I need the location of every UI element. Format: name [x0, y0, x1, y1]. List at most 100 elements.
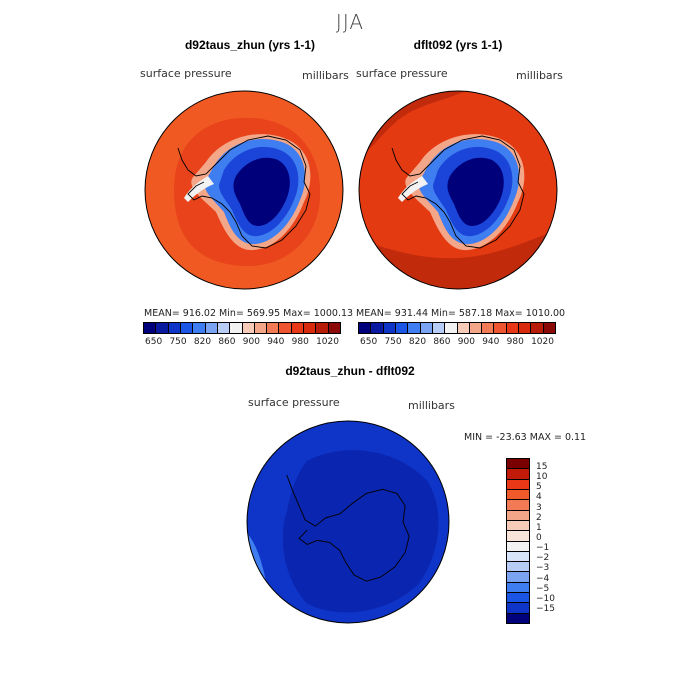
diff-coastline	[286, 474, 410, 582]
figure-title: JJA	[335, 10, 365, 34]
diff-colorbar-swatch	[507, 500, 529, 511]
panel1-ice-core	[233, 157, 290, 226]
panel2-units-label: millibars	[516, 69, 563, 82]
diff-colorbar-swatch	[507, 469, 529, 480]
colorbar-tick-label: 980	[506, 337, 524, 347]
panel2-colorbar: 650 750 820 860 900 940 980 1020	[358, 322, 556, 347]
diff-colorbar-tick-label: −10	[536, 593, 555, 604]
colorbar-swatch	[254, 323, 268, 333]
diff-colorbar-tick-label: 10	[536, 472, 548, 483]
diff-colorbar-tick-label: 0	[536, 532, 542, 543]
colorbar-swatch	[445, 323, 458, 333]
colorbar-swatch	[469, 323, 483, 333]
diff-panel-stats: MIN = -23.63 MAX = 0.11	[464, 432, 587, 443]
colorbar-swatch	[144, 323, 157, 333]
diff-colorbar-tick-label: 5	[536, 482, 542, 493]
panel1-units-label: millibars	[302, 69, 349, 82]
colorbar-swatch	[267, 323, 280, 333]
panel2-coastline	[391, 135, 525, 249]
diff-panel-units-label: millibars	[408, 399, 455, 412]
diff-colorbar-tick-label: −2	[536, 553, 550, 564]
panel1-peninsula	[184, 176, 214, 202]
diff-colorbar	[506, 458, 530, 624]
panel2-peninsula	[398, 176, 428, 202]
colorbar-tick-label: 650	[360, 337, 378, 347]
colorbar-tick-label: 820	[193, 337, 212, 347]
diff-colorbar-tick-label: −15	[536, 603, 555, 614]
panel2-variable-label: surface pressure	[356, 67, 448, 80]
colorbar-swatch	[482, 323, 495, 333]
colorbar-tick-label: 1020	[531, 337, 554, 347]
colorbar-tick-label: 900	[457, 337, 475, 347]
colorbar-tick-label: 900	[242, 337, 260, 347]
colorbar-swatch	[395, 323, 409, 333]
diff-colorbar-swatch	[507, 479, 529, 490]
diff-colorbar-swatch	[507, 562, 529, 573]
colorbar-tick-label: 940	[267, 337, 285, 347]
colorbar-swatch	[383, 323, 396, 333]
panel1-title: d92taus_zhun (yrs 1-1)	[184, 38, 316, 52]
colorbar-swatch	[420, 323, 433, 333]
panel1-colorbar: 650 750 820 860 900 940 980 1020	[143, 322, 341, 347]
colorbar-swatch	[506, 323, 520, 333]
diff-panel-map	[246, 420, 450, 624]
diff-colorbar-swatch	[507, 520, 529, 532]
diff-colorbar-swatch	[507, 489, 529, 501]
diff-colorbar-tick-label: −4	[536, 573, 550, 584]
colorbar-swatch	[156, 323, 169, 333]
colorbar-swatch	[371, 323, 384, 333]
colorbar-swatch	[457, 323, 470, 333]
diff-colorbar-swatch	[507, 551, 529, 563]
colorbar-tick-label: 650	[145, 337, 163, 347]
diff-colorbar-tick-label: 15	[536, 462, 548, 472]
panel2-map	[358, 90, 558, 290]
panel1-coastline	[177, 135, 311, 249]
colorbar-swatch	[205, 323, 218, 333]
colorbar-swatch	[230, 323, 243, 333]
colorbar-tick-label: 940	[482, 337, 500, 347]
diff-colorbar-swatch	[507, 613, 529, 623]
colorbar-tick-label: 820	[408, 337, 427, 347]
diff-panel-variable-label: surface pressure	[248, 396, 340, 409]
diff-dark-region	[282, 450, 439, 613]
colorbar-swatch	[180, 323, 194, 333]
colorbar-tick-label: 860	[433, 337, 451, 347]
panel1-map	[144, 90, 344, 290]
diff-colorbar-swatch	[507, 593, 529, 604]
panel2-title: dflt092 (yrs 1-1)	[413, 38, 503, 52]
diff-colorbar-ticks: 15 10 5 4 3 2 1 0 −1 −2 −3 −4 −5 −10 −15	[536, 462, 555, 614]
panel1-variable-label: surface pressure	[140, 67, 232, 80]
diff-colorbar-swatch	[507, 541, 529, 552]
diff-colorbar-tick-label: 1	[536, 522, 542, 533]
diff-colorbar-tick-label: 2	[536, 512, 542, 523]
colorbar-swatch	[168, 323, 181, 333]
colorbar-tick-label: 980	[291, 337, 309, 347]
colorbar-swatch	[242, 323, 255, 333]
diff-colorbar-swatch	[507, 531, 529, 542]
colorbar-tick-label: 750	[384, 337, 402, 347]
colorbar-tick-label: 1020	[316, 337, 339, 347]
diff-colorbar-tick-label: −5	[536, 583, 550, 594]
colorbar-swatch	[432, 323, 446, 333]
diff-colorbar-swatch	[507, 603, 529, 614]
panel2-ice-core	[447, 157, 504, 226]
diff-panel-title: d92taus_zhun - dflt092	[285, 364, 415, 378]
diff-colorbar-tick-label: −1	[536, 543, 550, 554]
colorbar-swatch	[328, 323, 340, 333]
colorbar-swatch	[193, 323, 206, 333]
colorbar-swatch	[519, 323, 532, 333]
panel1-stats: MEAN= 916.02 Min= 569.95 Max= 1000.13	[144, 308, 354, 319]
panel2-stats: MEAN= 931.44 Min= 587.18 Max= 1010.00	[356, 308, 566, 319]
colorbar-swatch	[217, 323, 231, 333]
colorbar-swatch	[359, 323, 372, 333]
diff-colorbar-swatch	[507, 459, 529, 470]
diff-colorbar-tick-label: −3	[536, 563, 550, 574]
diff-colorbar-tick-label: 3	[536, 502, 542, 513]
colorbar-tick-label: 860	[218, 337, 236, 347]
diff-colorbar-swatch	[507, 510, 529, 521]
diff-colorbar-swatch	[507, 582, 529, 594]
colorbar-swatch	[494, 323, 507, 333]
diff-colorbar-swatch	[507, 572, 529, 583]
colorbar-swatch	[304, 323, 317, 333]
colorbar-swatch	[291, 323, 305, 333]
